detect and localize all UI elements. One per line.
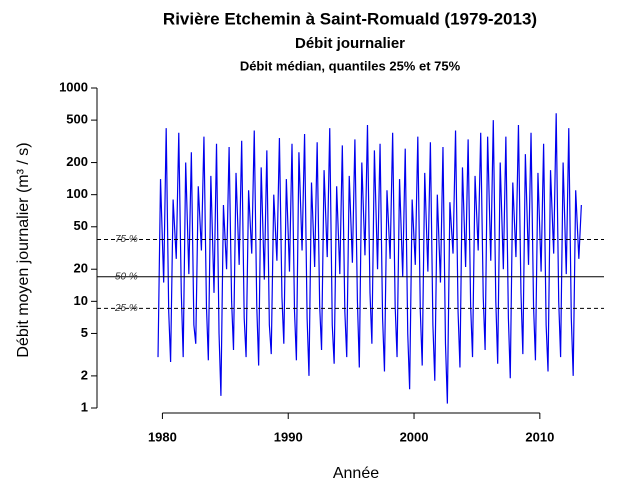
x-tick-label: 1990 [274, 429, 303, 444]
chart-subtitle: Débit journalier [295, 35, 405, 52]
x-axis-title: Année [333, 465, 379, 482]
reference-label: 75 % [115, 234, 138, 245]
y-tick-label: 20 [74, 261, 88, 276]
chart-caption: Débit médian, quantiles 25% et 75% [240, 58, 461, 73]
y-tick-label: 5 [81, 325, 88, 340]
y-tick-label: 100 [66, 186, 88, 201]
x-tick-label: 2000 [400, 429, 429, 444]
y-tick-label: 1000 [59, 79, 88, 94]
reference-label: 25 % [114, 303, 138, 314]
x-tick-label: 2010 [525, 429, 554, 444]
flow-line [157, 113, 582, 404]
y-tick-label: 1 [81, 399, 88, 414]
x-tick-label: 1980 [148, 429, 177, 444]
reference-label: 50 % [115, 271, 138, 282]
y-tick-label: 200 [66, 154, 88, 169]
y-tick-label: 2 [81, 367, 88, 382]
y-tick-label: 10 [74, 293, 88, 308]
y-tick-label: 500 [66, 112, 88, 127]
y-axis-title: Débit moyen journalier (m³ / s) [15, 142, 32, 357]
chart-title: Rivière Etchemin à Saint-Romuald (1979-2… [163, 9, 537, 28]
y-tick-label: 50 [74, 218, 88, 233]
